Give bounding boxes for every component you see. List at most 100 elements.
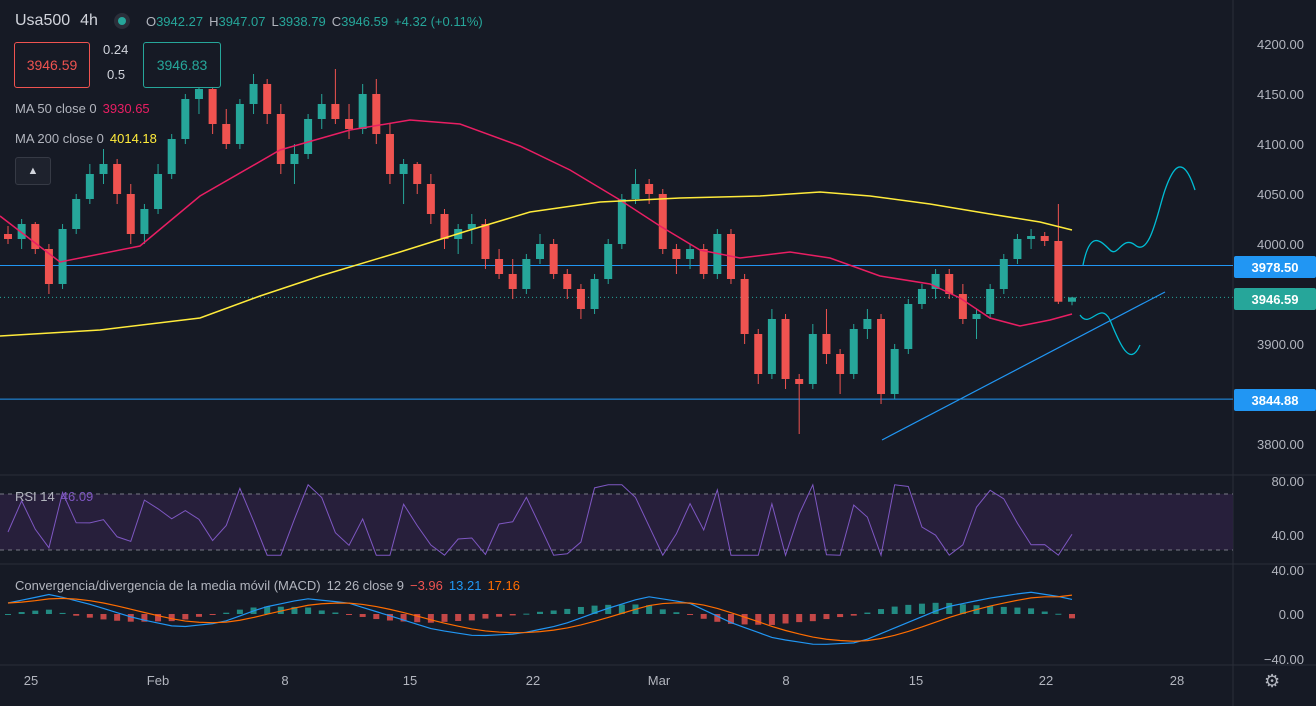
macd-histogram-bar xyxy=(673,612,680,614)
time-axis-label: 15 xyxy=(402,673,418,688)
candle-body xyxy=(849,329,858,374)
macd-histogram-bar xyxy=(414,614,421,623)
candle-body xyxy=(413,164,422,184)
macd-line-value: 13.21 xyxy=(448,578,482,593)
macd-histogram-bar xyxy=(823,614,830,620)
last-price-tag[interactable]: 3946.59 xyxy=(1234,288,1316,310)
ma200-legend[interactable]: MA 200 close 0 4014.18 xyxy=(15,131,157,146)
time-axis-label: 8 xyxy=(782,673,790,688)
candle-body xyxy=(740,279,749,334)
candle-body xyxy=(358,94,367,129)
level-tag-lower[interactable]: 3844.88 xyxy=(1234,389,1316,411)
candle-body xyxy=(263,84,272,114)
candle-body xyxy=(290,154,299,164)
candle-body xyxy=(508,274,517,289)
buy-button[interactable]: 3946.83 xyxy=(143,42,221,88)
candle-body xyxy=(440,214,449,239)
ma200-value: 4014.18 xyxy=(109,131,157,146)
macd-histogram-bar xyxy=(1069,614,1075,619)
candle-body xyxy=(999,259,1008,289)
macd-histogram-bar xyxy=(959,604,966,614)
projection-down xyxy=(1079,312,1141,355)
macd-histogram-bar xyxy=(18,612,25,614)
ohlc-close: C3946.59 xyxy=(331,13,389,29)
macd-histogram-bar xyxy=(987,605,994,614)
price-axis-label: 4000.00 xyxy=(1257,237,1304,252)
candle-body xyxy=(31,224,40,249)
macd-histogram-bar xyxy=(359,614,366,617)
macd-histogram-bar xyxy=(468,614,475,621)
price-axis-label: 3900.00 xyxy=(1257,337,1304,352)
interval-label[interactable]: 4h xyxy=(80,12,98,29)
time-axis-label: 25 xyxy=(23,673,39,688)
macd-histogram-bar xyxy=(386,614,393,621)
candle-body xyxy=(399,164,408,174)
macd-histogram-bar xyxy=(332,612,339,614)
candle-body xyxy=(1013,239,1022,259)
candle-body xyxy=(99,164,108,174)
candle-body xyxy=(617,199,626,244)
time-axis-label: Mar xyxy=(647,673,671,688)
level-tag-upper[interactable]: 3978.50 xyxy=(1234,256,1316,278)
macd-histogram-bar xyxy=(127,614,134,622)
symbol-name[interactable]: Usa500 xyxy=(15,12,71,29)
candle-body xyxy=(126,194,135,234)
macd-params: 12 26 close 9 xyxy=(326,578,404,593)
time-axis-label: 8 xyxy=(281,673,289,688)
macd-histogram-bar xyxy=(168,614,175,622)
candle-body xyxy=(235,104,244,144)
candle-body xyxy=(85,174,94,199)
macd-histogram-bar xyxy=(1014,607,1021,614)
macd-histogram-bar xyxy=(796,614,803,623)
macd-histogram-bar xyxy=(86,614,93,618)
candle-body xyxy=(686,249,695,259)
candle-body xyxy=(576,289,585,309)
macd-histogram-bar xyxy=(59,612,66,614)
macd-histogram-bar xyxy=(1000,606,1007,614)
candle-body xyxy=(140,209,149,234)
candle-body xyxy=(345,119,354,129)
candle-body xyxy=(822,334,831,354)
macd-histogram-bar xyxy=(223,612,230,614)
macd-histogram-bar xyxy=(714,614,721,622)
macd-histogram-bar xyxy=(659,609,666,614)
macd-histogram-bar xyxy=(837,614,844,618)
macd-legend[interactable]: Convergencia/divergencia de la media móv… xyxy=(15,578,520,593)
macd-histogram-bar xyxy=(373,614,380,620)
candle-body xyxy=(194,89,203,99)
candle-body xyxy=(986,289,995,314)
market-status-icon xyxy=(113,13,130,29)
rsi-legend[interactable]: RSI 14 46.09 xyxy=(15,489,93,504)
macd-histogram-bar xyxy=(864,612,871,614)
macd-histogram-bar xyxy=(741,614,748,625)
macd-histogram-bar xyxy=(918,603,925,614)
gear-icon[interactable]: ⚙ xyxy=(1264,671,1281,691)
collapse-legend-button[interactable]: ▲ xyxy=(15,157,51,185)
macd-histogram-bar xyxy=(905,604,912,614)
candle-body xyxy=(1027,236,1036,239)
price-axis-label: 4200.00 xyxy=(1257,37,1304,52)
chevron-up-icon: ▲ xyxy=(27,165,39,177)
macd-histogram-bar xyxy=(946,602,953,614)
ma200-line xyxy=(0,191,1073,337)
ma50-legend[interactable]: MA 50 close 0 3930.65 xyxy=(15,101,150,116)
ohlc-open: O3942.27 xyxy=(145,13,204,29)
rsi-band xyxy=(0,494,1233,550)
macd-histogram-bar xyxy=(182,614,189,620)
candle-body xyxy=(72,199,81,229)
rsi-axis-label: 40.00 xyxy=(1271,528,1304,543)
macd-histogram-bar xyxy=(346,614,353,615)
macd-histogram-bar xyxy=(482,614,489,619)
macd-histogram-bar xyxy=(850,614,857,616)
price-axis-label: 4100.00 xyxy=(1257,137,1304,152)
macd-histogram-bar xyxy=(523,613,530,615)
candle-body xyxy=(795,379,804,384)
macd-histogram-bar xyxy=(236,609,243,614)
time-axis-label: Feb xyxy=(146,673,170,688)
macd-histogram-bar xyxy=(932,602,939,614)
sell-button[interactable]: 3946.59 xyxy=(14,42,90,88)
candle-body xyxy=(877,319,886,394)
macd-histogram-bar xyxy=(646,605,653,614)
macd-histogram-bar xyxy=(32,610,39,614)
